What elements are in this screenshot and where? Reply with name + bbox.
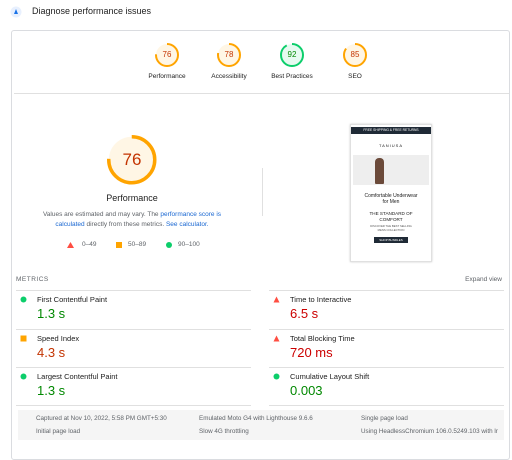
metric-value: 0.003 bbox=[290, 383, 323, 398]
gauge-background bbox=[156, 44, 178, 66]
legend-label: 0–49 bbox=[82, 241, 97, 248]
legend-average-icon bbox=[116, 242, 122, 248]
gauge-background bbox=[281, 44, 303, 66]
metric-value: 1.3 s bbox=[37, 306, 66, 321]
row-divider bbox=[16, 329, 251, 330]
pass-icon bbox=[20, 373, 26, 380]
footer-item: Using HeadlessChromium 106.0.5249.103 wi… bbox=[361, 428, 498, 435]
gauge-arc bbox=[155, 43, 179, 67]
divider bbox=[262, 168, 263, 216]
screenshot-tagline: DISCOVER THE BEST SELLING MENS COLLECTIO… bbox=[370, 224, 412, 232]
header-title: Diagnose performance issues bbox=[32, 6, 152, 16]
lighthouse-icon bbox=[10, 6, 22, 18]
metric-icon bbox=[273, 296, 279, 303]
metric-name: Time to Interactive bbox=[290, 295, 352, 304]
legend-fail-icon bbox=[67, 242, 74, 248]
screenshot-heading: Comfortable Underwear for Men bbox=[364, 193, 418, 205]
gauge-label: Accessibility bbox=[211, 73, 247, 80]
footer-item: Single page load bbox=[361, 415, 408, 422]
gauge-score: 78 bbox=[224, 50, 234, 60]
page: Lighthouse report {"header":{"title":"Di… bbox=[0, 6, 510, 460]
score-link[interactable]: performance score is calculated bbox=[55, 211, 222, 228]
footer-item: Emulated Moto G4 with Lighthouse 9.6.6 bbox=[199, 415, 313, 422]
legend-label: 50–89 bbox=[128, 241, 147, 248]
gauge bbox=[107, 135, 157, 185]
legend bbox=[67, 242, 172, 248]
runtime-settings: Captured at Nov 10, 2022, 5:58 PM GMT+5:… bbox=[18, 410, 504, 440]
row-divider bbox=[269, 329, 504, 330]
metric-value: 4.3 s bbox=[37, 344, 66, 360]
gauge bbox=[217, 43, 241, 67]
metrics-title: METRICS bbox=[16, 276, 49, 283]
row-divider bbox=[16, 367, 251, 368]
row-divider bbox=[16, 290, 251, 291]
expand-view[interactable]: Expand view bbox=[465, 276, 502, 283]
gauge-background bbox=[344, 44, 366, 66]
metric-icon bbox=[20, 373, 26, 380]
screenshot-banner: FREE SHIPPING & FREE RETURNS bbox=[351, 127, 431, 134]
screenshot-brand: TANIUSA bbox=[378, 143, 404, 148]
gauge-score: 76 bbox=[162, 50, 172, 60]
pass-icon bbox=[20, 296, 26, 303]
gauge bbox=[155, 43, 179, 67]
calculator-link[interactable]: See calculator. bbox=[165, 221, 209, 228]
metric-name: Largest Contentful Paint bbox=[37, 372, 118, 381]
metric-name: Total Blocking Time bbox=[290, 333, 355, 343]
metric-value: 1.3 s bbox=[37, 383, 66, 398]
gauge-background bbox=[109, 137, 155, 183]
gauge-label: Performance bbox=[106, 193, 158, 203]
metric-icon bbox=[20, 296, 26, 303]
gauge-arc bbox=[343, 43, 367, 67]
gauge-arc bbox=[280, 43, 304, 67]
footer-item: Initial page load bbox=[36, 428, 81, 435]
gauge-score: 85 bbox=[350, 50, 360, 60]
gauge bbox=[280, 43, 304, 67]
metric-icon bbox=[20, 335, 26, 341]
metric-value: 720 ms bbox=[290, 344, 333, 360]
metric-icon bbox=[273, 373, 279, 380]
page-screenshot: FREE SHIPPING & FREE RETURNS TANIUSA Com… bbox=[350, 124, 432, 262]
metric-icon bbox=[273, 335, 279, 341]
screenshot-subheading: THE STANDARD OF COMFORT bbox=[369, 211, 413, 222]
gauge-arc bbox=[217, 43, 241, 67]
metric-value: 6.5 s bbox=[290, 306, 319, 321]
row-divider bbox=[269, 290, 504, 291]
description: Values are estimated and may vary. The p… bbox=[0, 210, 264, 230]
screenshot-image bbox=[353, 155, 429, 185]
legend-label: 90–100 bbox=[178, 241, 200, 248]
average-icon bbox=[20, 335, 26, 341]
gauge-arc bbox=[107, 135, 157, 185]
gauge-background bbox=[218, 44, 240, 66]
gauge bbox=[343, 43, 367, 67]
pass-icon bbox=[273, 373, 279, 380]
gauge-score: 92 bbox=[287, 50, 297, 60]
description-text: Values are estimated and may vary. The bbox=[42, 211, 161, 218]
gauge-label: Performance bbox=[148, 73, 186, 80]
metric-name: First Contentful Paint bbox=[37, 295, 108, 304]
gauge-label: Best Practices bbox=[271, 73, 313, 80]
footer-item: Slow 4G throttling bbox=[199, 428, 249, 435]
body: Diagnose performance issues 76 Performanc… bbox=[0, 6, 510, 460]
row-divider bbox=[269, 405, 504, 406]
gauge-score: 76 bbox=[122, 149, 142, 169]
fail-icon bbox=[273, 335, 279, 341]
screenshot-button[interactable]: SHOP BUNDLES bbox=[374, 237, 408, 243]
row-divider bbox=[16, 405, 251, 406]
legend-pass-icon bbox=[166, 242, 172, 248]
footer-item: Captured at Nov 10, 2022, 5:58 PM GMT+5:… bbox=[36, 415, 167, 422]
description-text: directly from these metrics. bbox=[84, 221, 166, 228]
divider bbox=[14, 93, 509, 94]
fail-icon bbox=[273, 296, 279, 303]
metric-name: Speed Index bbox=[37, 333, 80, 343]
metric-name: Cumulative Layout Shift bbox=[290, 372, 370, 381]
row-divider bbox=[269, 367, 504, 368]
gauge-label: SEO bbox=[348, 73, 362, 80]
